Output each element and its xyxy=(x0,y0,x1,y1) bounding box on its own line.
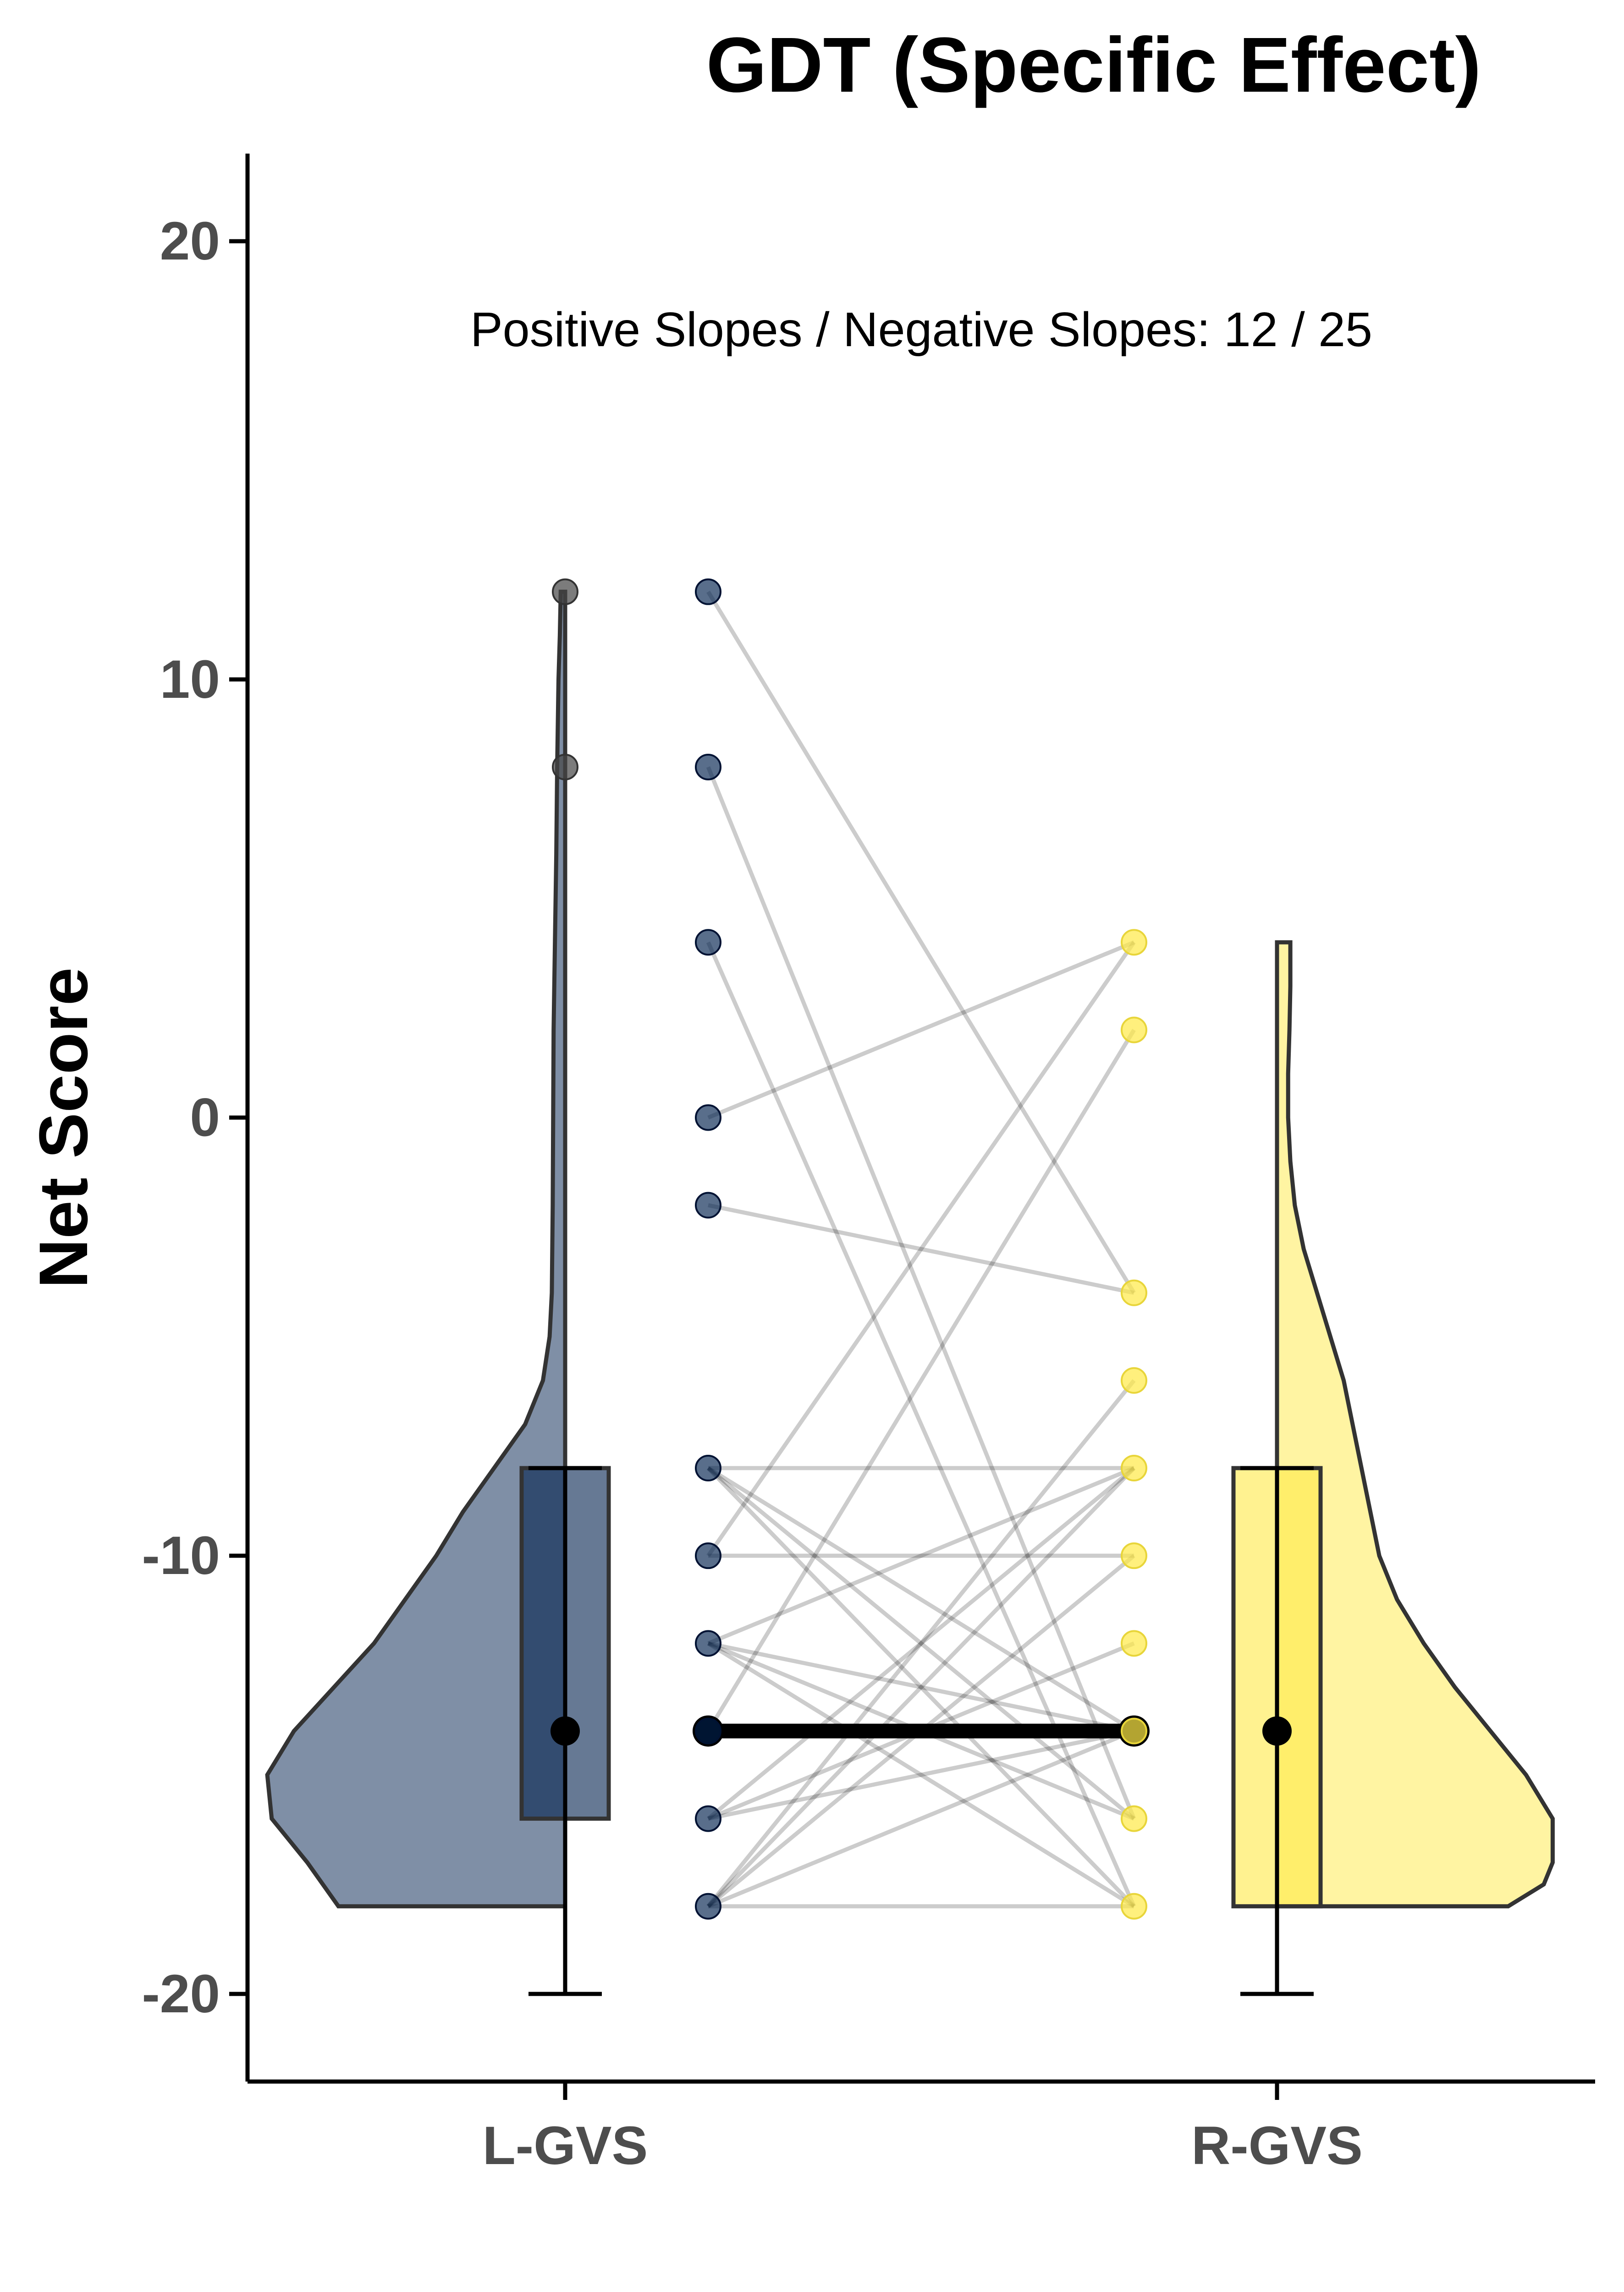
pair-line-21 xyxy=(706,1379,1136,1908)
y-tick-label-3: 10 xyxy=(160,649,220,710)
pair-line-4 xyxy=(708,1203,1134,1295)
x-tick-label-1: R-GVS xyxy=(1191,2115,1363,2176)
pair-line-3 xyxy=(707,940,1135,1120)
point-left-2 xyxy=(695,929,721,956)
pair-line-17 xyxy=(708,1729,1134,1821)
slope-annotation: Positive Slopes / Negative Slopes: 12 / … xyxy=(470,303,1372,357)
outlier-point-1 xyxy=(552,753,578,780)
point-left-0 xyxy=(695,578,721,605)
chart-title: GDT (Specific Effect) xyxy=(706,22,1481,109)
y-tick-label-1: -10 xyxy=(142,1525,220,1586)
violin-l-gvs xyxy=(265,590,567,1909)
pair-line-11 xyxy=(707,1466,1135,1646)
point-left-6 xyxy=(695,1542,721,1569)
point-right-6 xyxy=(1121,1630,1147,1657)
point-right-3 xyxy=(1121,1367,1147,1394)
pair-line-14 xyxy=(708,1641,1134,1733)
pair-line-22 xyxy=(706,1466,1136,1908)
point-left-10 xyxy=(695,1893,721,1920)
pair-line-12 xyxy=(707,1641,1135,1908)
pair-line-24 xyxy=(707,1729,1135,1908)
point-left-7 xyxy=(695,1630,721,1657)
point-left-9 xyxy=(695,1805,721,1832)
pair-line-0 xyxy=(706,591,1136,1294)
point-left-4 xyxy=(695,1192,721,1219)
point-right-2 xyxy=(1121,1279,1147,1306)
median-point-r-gvs xyxy=(1262,1716,1292,1746)
point-right-7 xyxy=(1121,1718,1147,1745)
point-right-0 xyxy=(1121,929,1147,956)
median-point-l-gvs xyxy=(551,1716,580,1746)
y-tick-label-4: 20 xyxy=(160,211,220,271)
plot-area: -20 -10 0 10 20 L-GVS R-GVS xyxy=(142,154,1595,2176)
pair-line-2 xyxy=(706,941,1136,1907)
pair-line-1 xyxy=(706,766,1136,1820)
pair-line-16 xyxy=(706,1029,1136,1732)
pair-line-8 xyxy=(707,1466,1135,1733)
point-right-5 xyxy=(1121,1542,1147,1569)
y-tick-label-0: -20 xyxy=(142,1964,220,2024)
point-left-8 xyxy=(695,1718,721,1745)
pair-line-10 xyxy=(706,941,1136,1557)
point-right-9 xyxy=(1121,1893,1147,1920)
y-tick-label-2: 0 xyxy=(190,1088,220,1148)
point-right-1 xyxy=(1121,1016,1147,1044)
y-axis-label: Net Score xyxy=(25,967,102,1288)
pair-line-7 xyxy=(706,1466,1136,1908)
point-right-4 xyxy=(1121,1455,1147,1482)
pair-line-18 xyxy=(707,1466,1135,1821)
point-left-1 xyxy=(695,753,721,780)
point-right-8 xyxy=(1121,1805,1147,1832)
violin-r-gvs xyxy=(1275,940,1555,1909)
point-left-3 xyxy=(695,1104,721,1131)
outlier-point-0 xyxy=(552,578,578,605)
point-left-5 xyxy=(695,1455,721,1482)
x-tick-label-0: L-GVS xyxy=(483,2115,648,2176)
pair-line-6 xyxy=(707,1466,1135,1821)
